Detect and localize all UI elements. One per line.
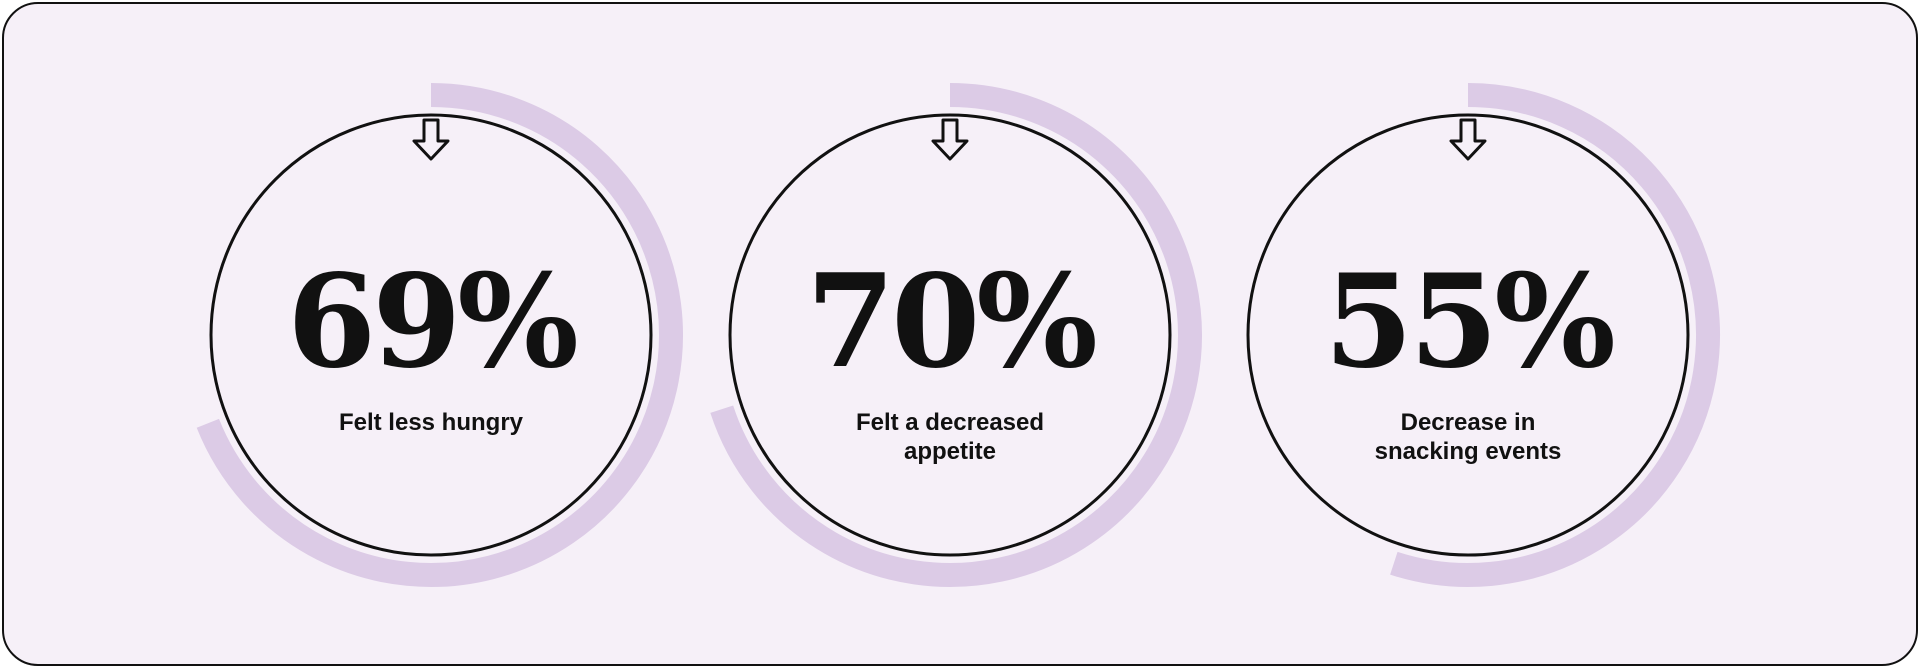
stat-value: 70% (806, 247, 1098, 397)
stat-item: 55% Decrease in snacking events (1268, 118, 1668, 466)
down-arrow-icon (931, 118, 969, 161)
stat-label: Felt less hungry (338, 409, 524, 436)
down-arrow-icon (1449, 118, 1487, 161)
stat-circle (1246, 113, 1690, 557)
progress-arc (196, 83, 683, 587)
stat-label: Felt a decreased appetite (855, 409, 1045, 465)
stat-circle (209, 113, 653, 557)
stat-value: 55% (1324, 247, 1616, 397)
stat-item: 70% Felt a decreased appetite (750, 118, 1150, 466)
progress-arc (710, 83, 1202, 587)
stat-label: Decrease in snacking events (1374, 409, 1562, 465)
progress-arc (1390, 83, 1720, 587)
stat-item: 69% Felt less hungry (231, 118, 631, 437)
down-arrow-icon (412, 118, 450, 161)
stat-value: 69% (287, 247, 579, 397)
stat-circle (728, 113, 1172, 557)
